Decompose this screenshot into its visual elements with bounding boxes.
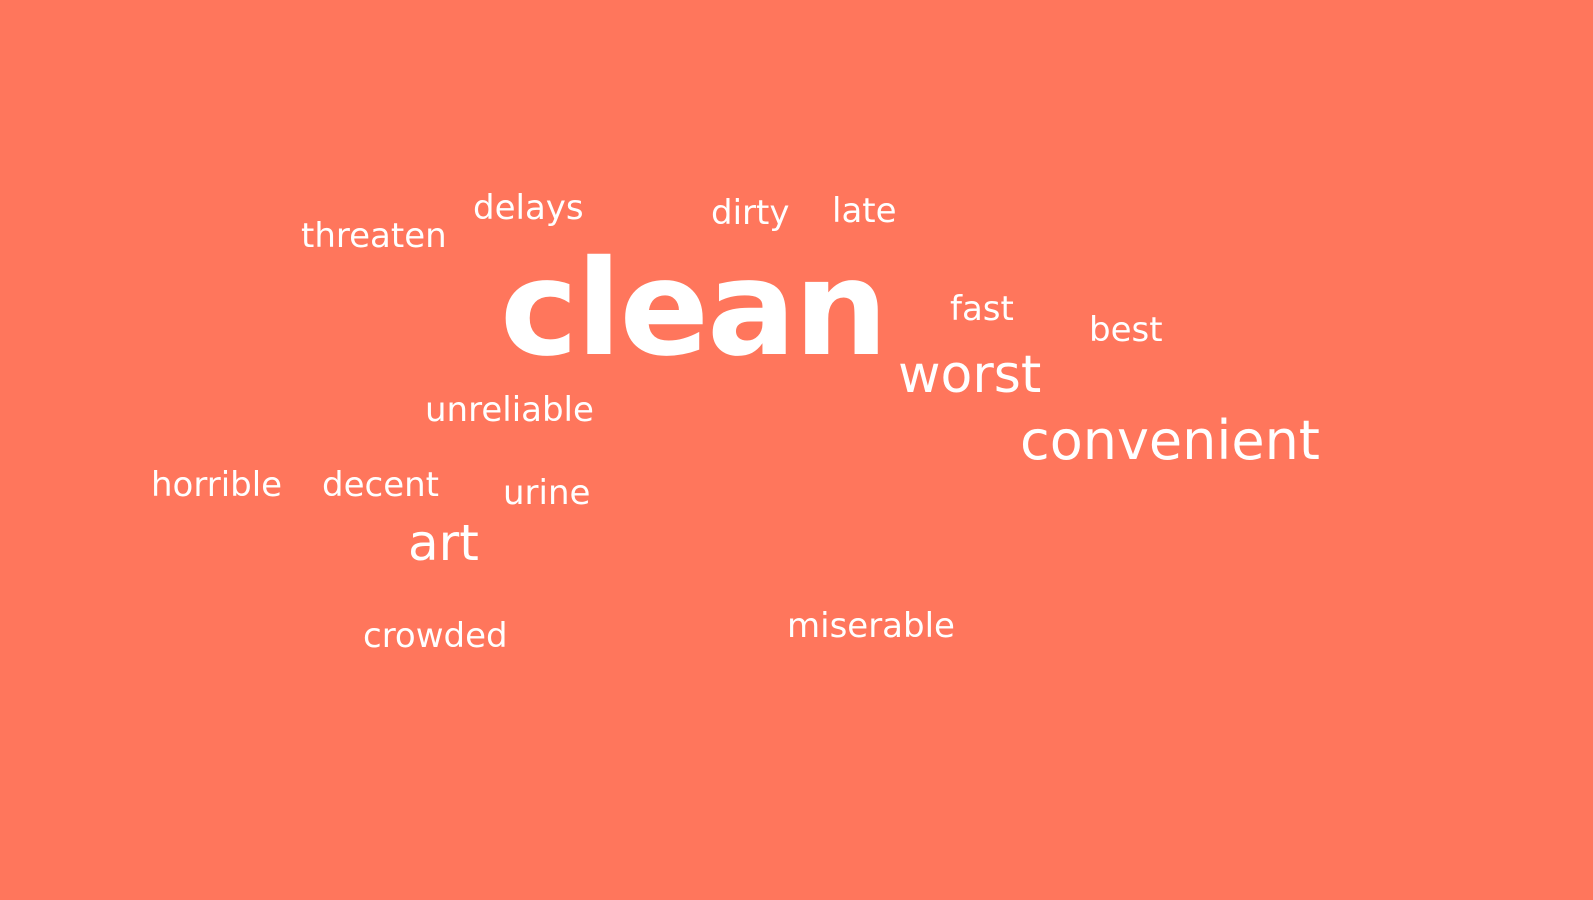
word-miserable[interactable]: miserable	[787, 606, 955, 646]
word-clean[interactable]: clean	[500, 232, 888, 386]
word-best[interactable]: best	[1089, 310, 1163, 350]
word-dirty[interactable]: dirty	[711, 193, 790, 233]
word-art[interactable]: art	[408, 514, 479, 572]
word-crowded[interactable]: crowded	[363, 616, 508, 656]
word-threaten[interactable]: threaten	[301, 216, 447, 256]
word-convenient[interactable]: convenient	[1020, 409, 1320, 472]
word-delays[interactable]: delays	[473, 188, 584, 228]
word-horrible[interactable]: horrible	[151, 465, 283, 505]
word-fast[interactable]: fast	[950, 289, 1014, 329]
word-late[interactable]: late	[832, 191, 897, 231]
word-worst[interactable]: worst	[898, 345, 1042, 405]
word-urine[interactable]: urine	[503, 473, 591, 513]
word-unreliable[interactable]: unreliable	[425, 390, 594, 430]
word-decent[interactable]: decent	[322, 465, 439, 505]
